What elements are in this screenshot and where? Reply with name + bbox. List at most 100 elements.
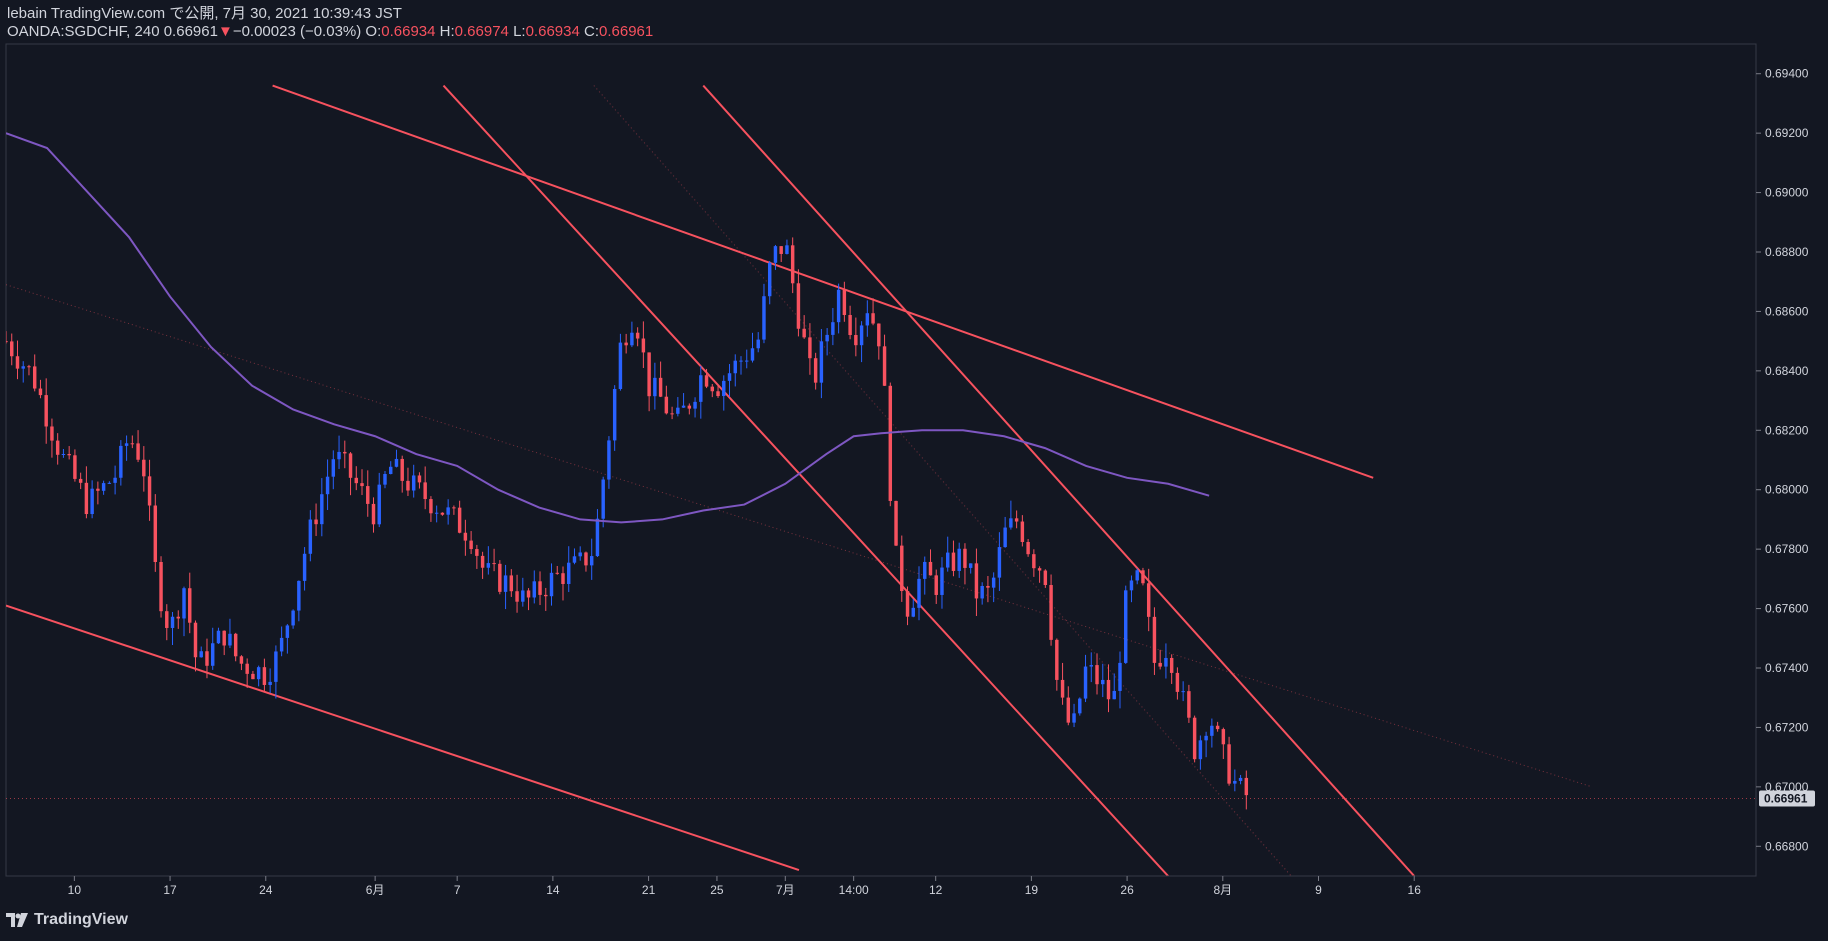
candle-body [1009,518,1013,528]
time-tick-label: 12 [929,883,943,897]
candle [1238,774,1243,785]
candle [285,624,290,654]
candle-body [1037,568,1042,571]
falling-line-2[interactable] [702,84,1415,876]
candle-body [279,637,284,652]
candle [1118,651,1122,709]
candle-body [945,552,950,568]
candle-body [584,552,588,566]
candle [279,626,284,657]
candle [1204,731,1208,758]
candle-body [325,476,330,495]
candle-body [21,366,25,369]
tradingview-logo: TradingView [6,911,128,929]
candle [205,638,209,679]
candle [819,329,824,399]
candle [974,548,979,617]
candle [142,446,146,492]
candle-body [1204,735,1208,741]
price-tick-label: 0.66800 [1765,839,1809,853]
price-tick-label: 0.68000 [1765,483,1809,497]
symbol-label[interactable]: OANDA:SGDCHF, 240 [7,23,160,40]
candle-body [733,360,737,374]
time-tick-label: 9 [1315,883,1322,897]
candle-body [756,339,760,349]
candle-body [1215,725,1220,730]
candle [1227,736,1231,786]
low-label: L: [513,23,526,40]
candle-body [6,341,8,343]
candle-body [567,562,571,585]
candle [779,246,783,262]
candle [1164,643,1168,679]
candle [1112,673,1116,700]
candle [1009,500,1013,530]
candle [27,364,31,376]
candle-body [997,547,1002,578]
dotted-steep-line[interactable] [593,85,1292,876]
candle [1049,574,1053,646]
down-arrow-icon: ▼ [217,23,233,40]
candle [90,480,94,519]
candle-body [1072,713,1076,723]
candle [945,536,950,572]
falling-line-1[interactable] [442,84,1169,876]
candle [991,572,996,603]
time-axis[interactable]: 10 17 24 6月 7 14 21 25 7月 14:00 12 19 26 8月 9 16 [6,875,1756,897]
candle [486,546,491,575]
candle [693,397,697,418]
candle [526,588,531,611]
candle [348,452,353,496]
candle-body [268,681,272,685]
candle-body [1112,690,1116,700]
candle [767,260,772,305]
lower-channel-line[interactable] [6,604,800,872]
candle [762,283,766,344]
plot-area[interactable] [4,84,1756,876]
candle [480,551,485,579]
candle [1037,566,1042,583]
candle [589,538,594,580]
candle-body [446,507,450,515]
candle [331,450,336,490]
candle-body [1141,570,1145,584]
candle [716,385,720,398]
close-label: C: [584,23,599,40]
candle [101,480,106,495]
candle-body [256,667,261,680]
price-axis[interactable]: 0.69400 0.69200 0.69000 0.68800 0.68600 0.684… [1755,44,1815,876]
dotted-midline[interactable] [6,284,1593,788]
price-tick-label: 0.67600 [1765,602,1809,616]
current-price-badge [1759,790,1815,807]
price-tick-label: 0.68800 [1765,245,1809,259]
candle [957,542,961,578]
candle [836,283,841,334]
candle [842,281,847,322]
candle [1175,667,1180,700]
candle-body [888,385,893,501]
price-tick-label: 0.68200 [1765,423,1809,437]
candle-body [819,341,824,383]
candle-body [44,395,48,427]
candle-body [1146,583,1151,617]
candle-body [1066,697,1071,723]
candle [302,547,307,591]
candle-body [957,548,961,571]
candle [457,500,462,534]
candle-body [165,611,169,628]
candle-body [228,633,232,646]
candle-body [354,477,358,484]
candle-body [986,585,990,588]
candle-body [739,360,743,362]
candle-body [813,358,818,383]
candle [865,300,870,337]
candle-body [73,455,77,479]
candle [750,332,755,363]
candle [159,556,163,618]
candle [704,368,709,389]
upper-channel-line[interactable] [272,84,1374,479]
candle [584,551,588,572]
moving-average-line[interactable] [6,132,1210,524]
tradingview-logo-icon [6,913,28,927]
